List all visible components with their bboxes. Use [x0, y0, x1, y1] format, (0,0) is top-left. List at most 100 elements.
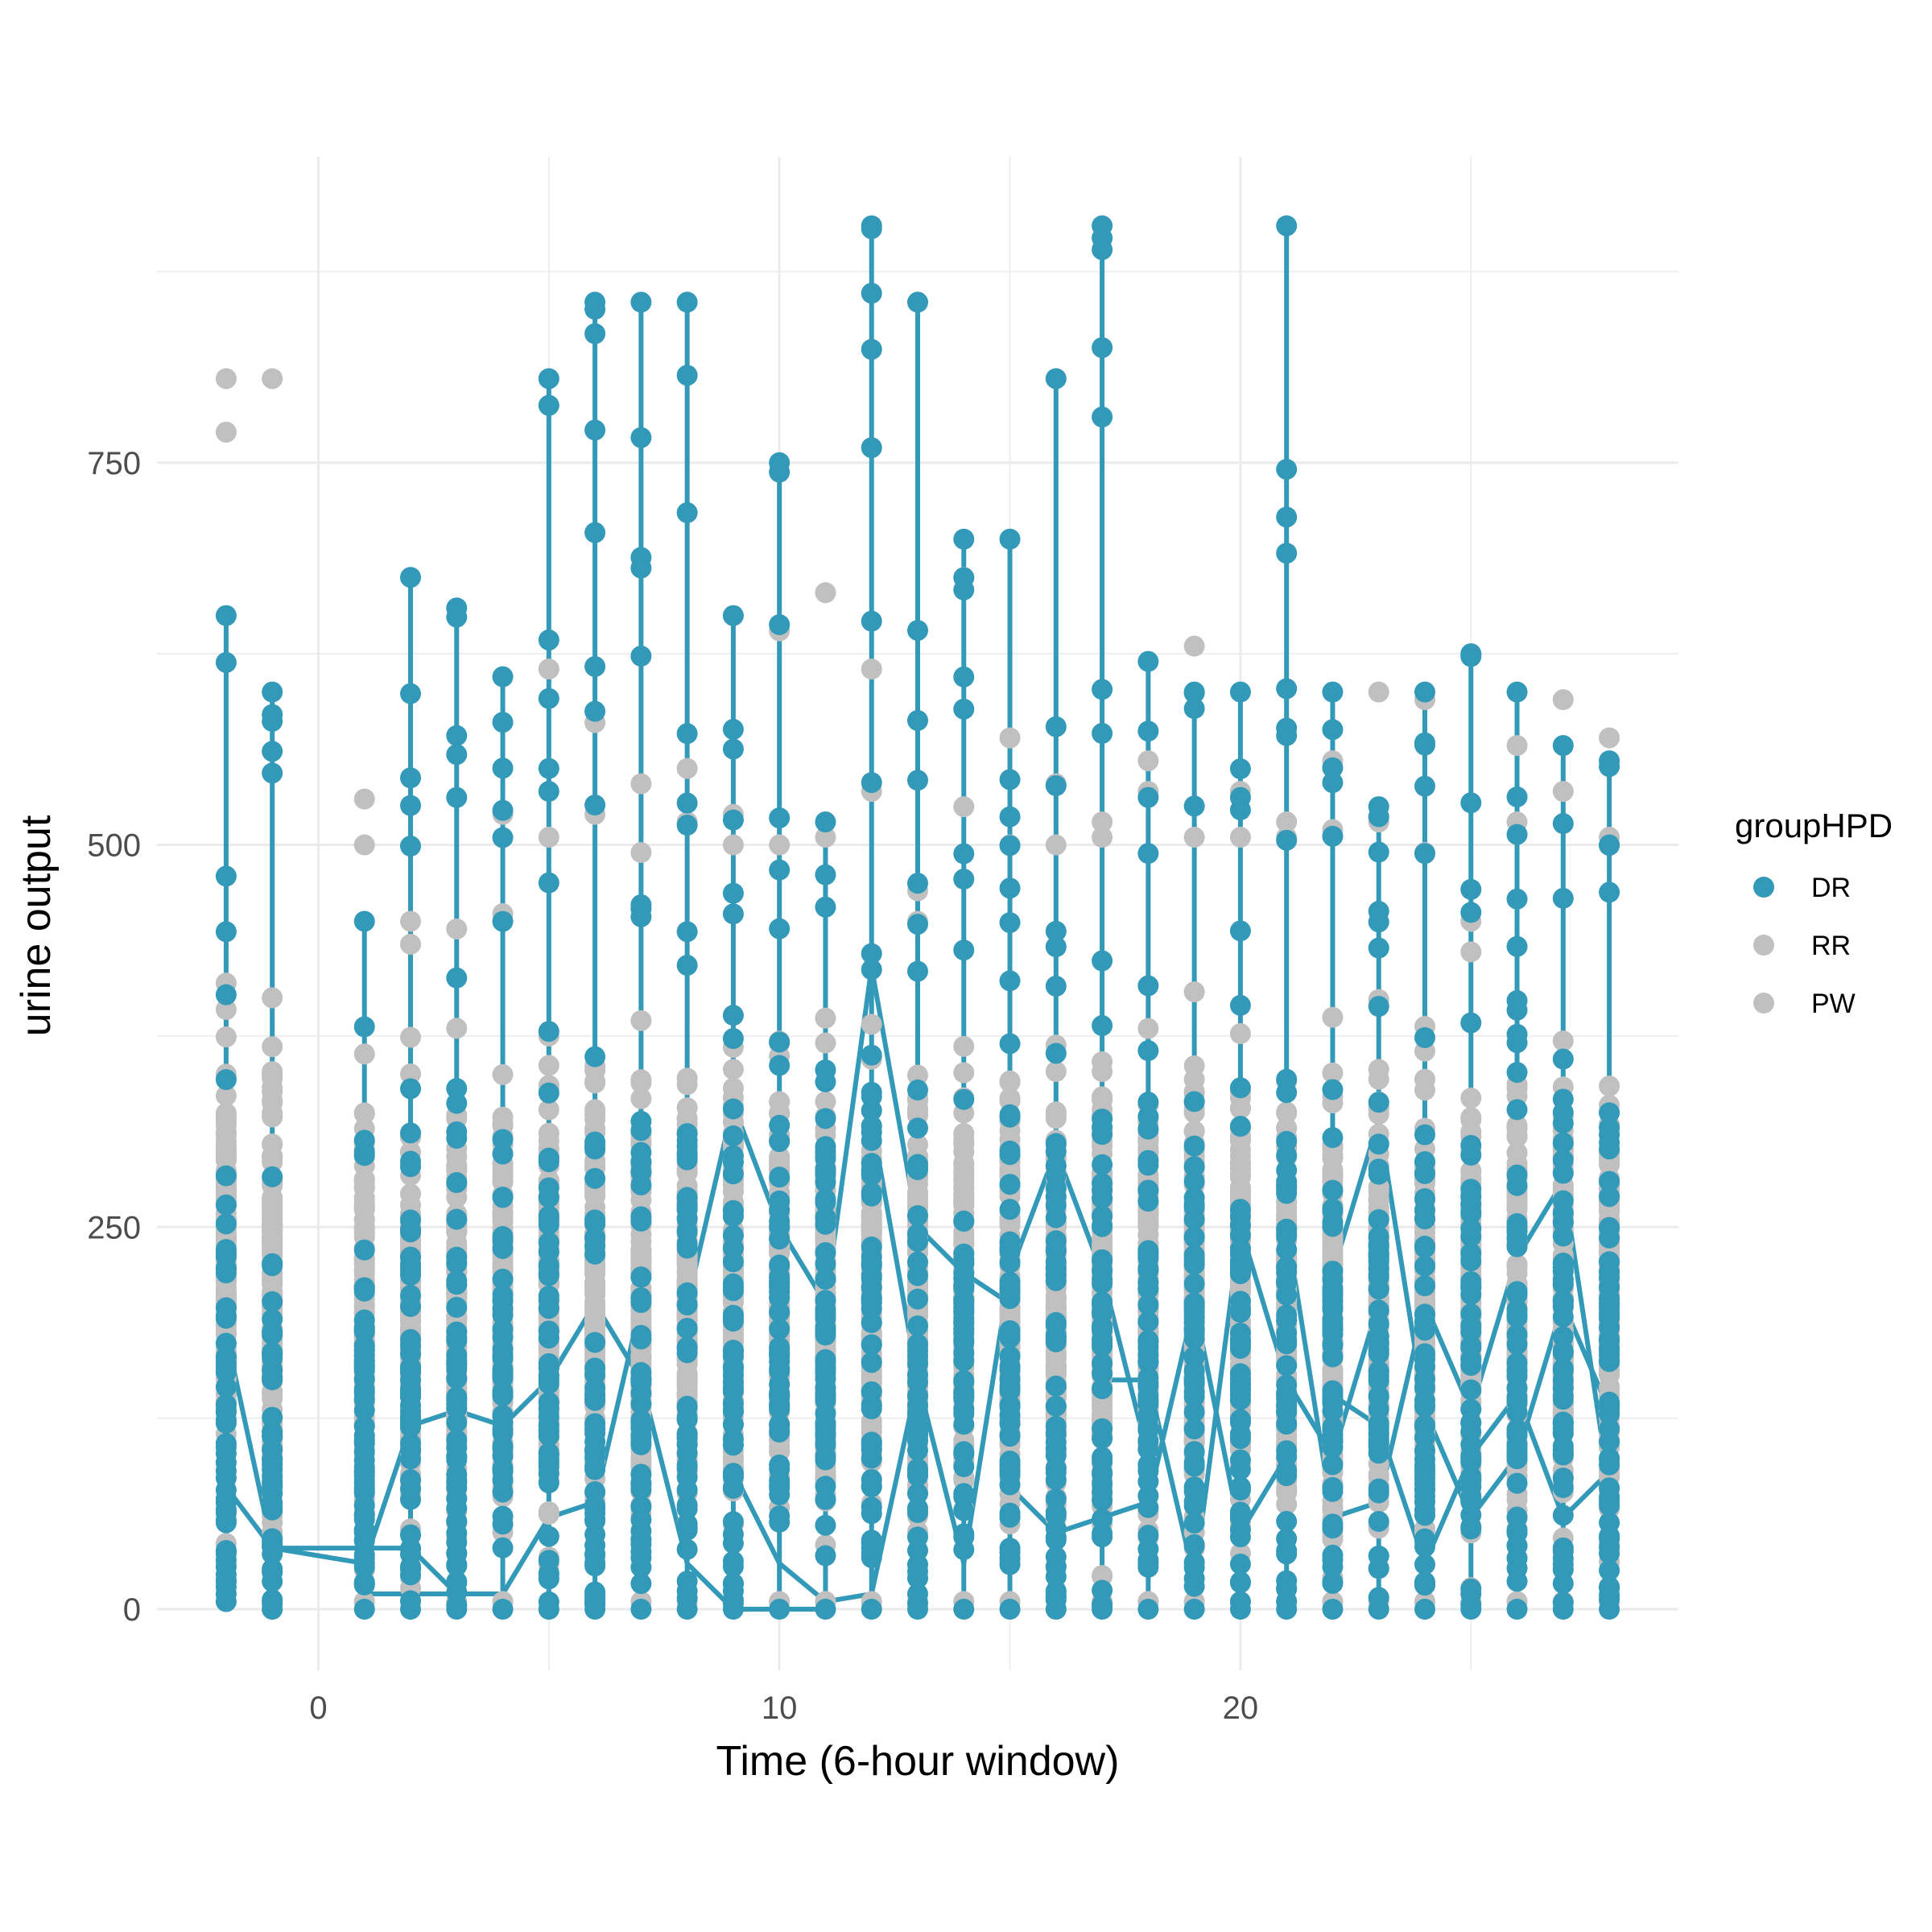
- rr-point: [262, 1237, 283, 1259]
- dr-point: [400, 1209, 421, 1231]
- dr-point: [353, 910, 375, 932]
- dr-point: [353, 1574, 375, 1596]
- dr-point: [769, 1114, 791, 1136]
- dr-point: [538, 1021, 559, 1042]
- rr-point: [1599, 1075, 1620, 1097]
- dr-point: [353, 1129, 375, 1151]
- dr-point: [262, 1528, 283, 1550]
- dr-point: [953, 1088, 975, 1110]
- dr-point: [907, 1554, 928, 1575]
- dr-point: [353, 1355, 375, 1377]
- dr-point: [815, 864, 836, 886]
- dr-point: [861, 943, 882, 964]
- dr-point: [538, 1525, 559, 1547]
- rr-point: [1137, 750, 1159, 772]
- pw-point: [815, 1032, 836, 1054]
- dr-point: [815, 1545, 836, 1567]
- dr-point: [769, 859, 791, 881]
- dr-point: [907, 1205, 928, 1227]
- dr-point: [907, 1288, 928, 1310]
- dr-point: [676, 1517, 698, 1538]
- rr-point: [630, 1345, 652, 1367]
- pw-point: [676, 1097, 698, 1119]
- dr-point: [262, 1561, 283, 1583]
- dr-point: [492, 1422, 514, 1444]
- dr-point: [999, 1199, 1021, 1220]
- dr-point: [769, 1031, 791, 1053]
- dr-point: [999, 1345, 1021, 1367]
- dr-point: [584, 1138, 606, 1160]
- dr-point: [953, 1526, 975, 1548]
- rr-point: [584, 1185, 606, 1207]
- rr-point: [1506, 735, 1528, 757]
- dr-point: [584, 1243, 606, 1265]
- dr-point: [953, 1350, 975, 1372]
- dr-point: [953, 1441, 975, 1463]
- dr-point: [400, 1335, 421, 1356]
- dr-point: [907, 1430, 928, 1451]
- dr-point: [769, 1414, 791, 1435]
- pw-point: [630, 842, 652, 864]
- pw-point: [630, 1072, 652, 1094]
- dr-point: [815, 1383, 836, 1405]
- dr-point: [769, 1319, 791, 1340]
- dr-point: [584, 700, 606, 722]
- dr-point: [492, 799, 514, 821]
- dr-point: [953, 1312, 975, 1334]
- dr-point: [584, 1228, 606, 1249]
- rr-point: [492, 1203, 514, 1225]
- pw-point: [538, 827, 559, 848]
- rr-point: [1322, 1147, 1344, 1169]
- dr-point: [215, 1213, 237, 1235]
- dr-point: [907, 1117, 928, 1139]
- dr-point: [769, 1505, 791, 1527]
- dr-point: [262, 1369, 283, 1391]
- dr-point: [492, 1458, 514, 1480]
- dr-point: [538, 1364, 559, 1386]
- rr-point: [1599, 727, 1620, 749]
- dr-point: [953, 666, 975, 687]
- dr-point: [446, 1542, 468, 1564]
- dr-point: [722, 1280, 744, 1302]
- dr-point: [953, 869, 975, 890]
- dr-point: [400, 1265, 421, 1286]
- pw-point: [953, 1062, 975, 1084]
- dr-point: [446, 724, 468, 746]
- dr-point: [676, 1221, 698, 1243]
- rr-point: [630, 773, 652, 795]
- dr-point: [630, 1161, 652, 1183]
- dr-point: [492, 1362, 514, 1384]
- dr-point: [815, 1307, 836, 1329]
- dr-point: [492, 1129, 514, 1150]
- dr-point: [630, 1266, 652, 1288]
- dr-point: [861, 1044, 882, 1066]
- rr-point: [492, 1166, 514, 1187]
- rr-point: [722, 1059, 744, 1080]
- dr-point: [446, 1172, 468, 1194]
- dr-point: [400, 567, 421, 588]
- rr-point: [815, 582, 836, 604]
- dr-point: [676, 1580, 698, 1602]
- dr-point: [907, 1265, 928, 1286]
- dr-point: [262, 1166, 283, 1187]
- rr-point: [1322, 1062, 1344, 1084]
- dr-point: [584, 655, 606, 677]
- dr-point: [353, 1521, 375, 1543]
- dr-point: [907, 1501, 928, 1523]
- dr-point: [907, 1154, 928, 1175]
- dr-point: [676, 1337, 698, 1359]
- dr-point: [861, 1447, 882, 1469]
- dr-point: [722, 809, 744, 831]
- dr-point: [953, 1210, 975, 1232]
- pw-point: [492, 1063, 514, 1085]
- dr-point: [446, 1078, 468, 1100]
- dr-point: [446, 1253, 468, 1274]
- pw-point: [1552, 781, 1574, 803]
- dr-point: [630, 427, 652, 448]
- dr-point: [815, 896, 836, 918]
- dr-point: [215, 1502, 237, 1524]
- pw-point: [722, 834, 744, 856]
- dr-point: [861, 1312, 882, 1334]
- dr-point: [215, 1297, 237, 1319]
